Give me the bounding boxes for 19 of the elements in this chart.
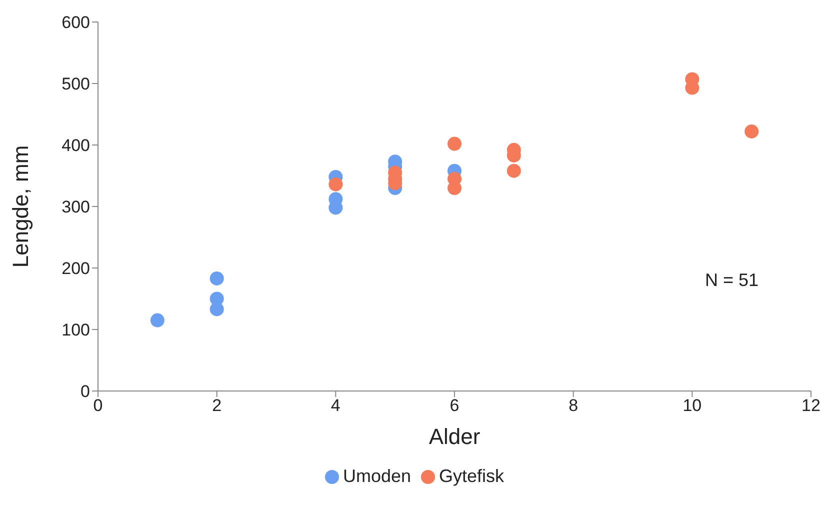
x-tick-label: 12 [802, 396, 820, 416]
x-tick-label: 6 [450, 396, 460, 416]
x-tick-label: 0 [93, 396, 103, 416]
legend-label: Gytefisk [439, 466, 504, 486]
y-tick-label: 600 [62, 13, 90, 32]
x-axis-title: Alder [428, 424, 480, 449]
x-tick-label: 4 [330, 396, 340, 416]
y-tick-label: 200 [62, 259, 90, 278]
legend-label: Umoden [342, 466, 412, 486]
x-tick-label: 10 [682, 396, 702, 416]
y-tick-label: 400 [62, 136, 90, 156]
x-tick-label: 8 [568, 396, 578, 416]
y-tick-label: 100 [62, 320, 90, 340]
annotation: N = 51 [705, 270, 759, 291]
x-tick-label: 2 [212, 396, 222, 416]
y-axis-title: Lengde, mm [8, 145, 33, 268]
y-tick-label: 0 [80, 382, 90, 402]
y-tick-label: 500 [62, 74, 90, 94]
y-tick-label: 300 [62, 198, 90, 217]
